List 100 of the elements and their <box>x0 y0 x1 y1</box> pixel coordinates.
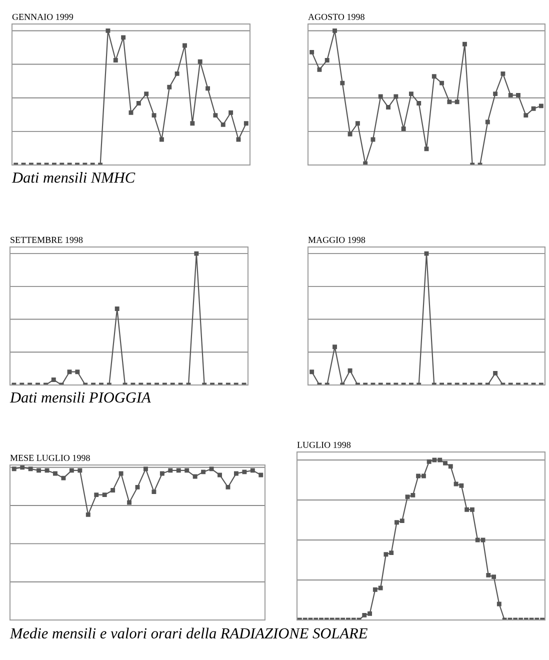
point <box>75 370 80 374</box>
chart-title: AGOSTO 1998 <box>308 14 364 20</box>
point <box>348 132 352 136</box>
point <box>378 586 383 590</box>
point <box>508 92 513 98</box>
point <box>516 92 520 98</box>
point <box>234 471 238 476</box>
point <box>443 460 448 466</box>
point <box>324 58 330 62</box>
point <box>394 520 399 525</box>
point <box>182 43 187 48</box>
point <box>416 101 422 106</box>
point <box>424 251 429 256</box>
point <box>400 518 404 524</box>
point <box>432 458 437 462</box>
point <box>136 101 141 106</box>
point <box>378 94 383 99</box>
point <box>475 538 480 542</box>
point <box>94 492 99 498</box>
point <box>386 105 390 110</box>
point <box>152 490 156 494</box>
point <box>408 92 414 96</box>
point <box>538 104 544 108</box>
point <box>194 251 199 256</box>
point <box>389 550 394 556</box>
point <box>61 476 66 480</box>
point <box>213 113 218 118</box>
point <box>118 471 124 476</box>
point <box>438 458 442 462</box>
text: Medie mensili e valori orari della RADIAZIONE SOLARE <box>10 628 368 639</box>
point <box>310 50 314 54</box>
point <box>500 71 506 76</box>
point <box>424 146 429 152</box>
point <box>317 67 322 72</box>
point <box>421 474 426 478</box>
point <box>363 161 368 165</box>
point <box>493 370 498 376</box>
point <box>86 512 90 517</box>
point <box>524 113 528 118</box>
point <box>167 84 172 90</box>
point <box>470 507 474 512</box>
point <box>432 74 436 79</box>
point <box>362 612 367 618</box>
point <box>370 137 376 142</box>
point <box>250 468 255 473</box>
point <box>209 466 214 472</box>
point <box>106 28 110 33</box>
point <box>340 80 345 86</box>
point <box>348 368 352 373</box>
point <box>480 538 486 542</box>
point <box>168 468 173 473</box>
point <box>44 468 50 473</box>
point <box>144 466 148 472</box>
point <box>242 470 247 474</box>
point <box>447 100 452 104</box>
text: Dati mensili PIOGGIA <box>10 392 151 403</box>
chart-title: LUGLIO 1998 <box>297 442 351 448</box>
point <box>454 100 460 104</box>
point <box>226 484 230 490</box>
chart-title: GENNAIO 1999 <box>12 14 74 20</box>
point <box>127 500 132 505</box>
point <box>486 572 491 578</box>
point <box>144 92 149 96</box>
point <box>454 482 458 486</box>
point <box>394 94 398 99</box>
point <box>28 466 33 472</box>
point <box>401 126 406 131</box>
point <box>355 121 360 126</box>
point <box>110 488 116 492</box>
point <box>485 120 490 124</box>
point <box>53 471 58 476</box>
point <box>121 35 126 40</box>
chart-title: MAGGIO 1998 <box>308 236 366 243</box>
point <box>152 113 156 118</box>
point <box>190 121 195 126</box>
point <box>220 122 226 127</box>
point <box>160 471 164 476</box>
point <box>531 106 536 111</box>
point <box>20 465 25 470</box>
point <box>448 464 453 469</box>
point <box>368 611 372 616</box>
point <box>236 137 241 142</box>
chart-title: SETTEMBRE 1998 <box>10 236 83 243</box>
point <box>78 468 82 473</box>
point <box>36 468 42 473</box>
point <box>176 468 181 473</box>
point <box>12 466 16 472</box>
point <box>192 474 198 479</box>
chart-title: MESE LUGLIO 1998 <box>10 454 90 461</box>
point <box>67 370 72 374</box>
point <box>128 110 134 115</box>
point <box>332 344 337 350</box>
point <box>102 492 107 498</box>
point <box>493 92 498 96</box>
text: Dati mensili NMHC <box>12 172 136 183</box>
point <box>332 28 337 33</box>
point <box>198 59 202 64</box>
point <box>174 71 180 76</box>
point <box>159 137 164 142</box>
point <box>462 42 467 46</box>
